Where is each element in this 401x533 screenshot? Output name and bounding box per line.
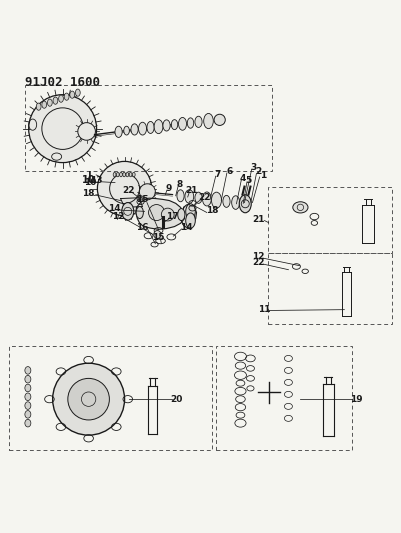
Text: 6: 6 [226,167,233,176]
Text: 18: 18 [206,206,219,215]
Text: 22: 22 [122,186,135,195]
Text: 4: 4 [239,174,246,183]
Ellipse shape [177,190,184,202]
Ellipse shape [163,120,170,131]
Ellipse shape [25,375,31,383]
Ellipse shape [25,367,31,374]
Ellipse shape [185,190,194,204]
Ellipse shape [25,410,31,418]
Text: 14: 14 [108,204,121,213]
Circle shape [97,161,152,216]
Ellipse shape [42,101,47,108]
Text: 20: 20 [170,394,183,403]
Polygon shape [121,198,143,207]
Ellipse shape [123,172,126,177]
Ellipse shape [223,196,230,207]
Ellipse shape [126,172,129,177]
Ellipse shape [25,419,31,427]
Ellipse shape [154,119,163,134]
Ellipse shape [64,93,69,100]
Text: 9: 9 [165,184,172,193]
Ellipse shape [187,118,194,128]
Text: 15: 15 [136,195,149,204]
Ellipse shape [211,192,221,208]
Ellipse shape [239,195,251,213]
Ellipse shape [47,99,52,106]
Circle shape [214,114,225,125]
Ellipse shape [136,207,143,219]
Circle shape [53,363,125,435]
Text: 16: 16 [136,223,149,232]
Ellipse shape [195,116,202,127]
Ellipse shape [116,172,119,177]
Polygon shape [181,204,196,228]
Ellipse shape [139,122,146,135]
Text: 14: 14 [180,223,193,232]
Text: 3: 3 [250,163,256,172]
Circle shape [68,378,109,420]
Text: 13: 13 [90,176,103,185]
Circle shape [42,108,83,149]
Ellipse shape [131,124,138,135]
Ellipse shape [59,95,63,102]
Ellipse shape [115,126,122,138]
Ellipse shape [25,384,31,392]
Ellipse shape [178,208,185,221]
Ellipse shape [178,117,186,130]
Polygon shape [136,198,184,229]
Ellipse shape [75,89,80,96]
Text: 10: 10 [82,175,95,185]
Circle shape [148,205,164,221]
Text: 7: 7 [215,170,221,179]
Ellipse shape [113,172,116,177]
Ellipse shape [53,97,58,104]
Ellipse shape [204,114,213,128]
Ellipse shape [154,231,161,239]
Ellipse shape [119,172,122,177]
Circle shape [140,184,155,200]
Ellipse shape [186,204,195,219]
Text: 21: 21 [252,215,265,224]
Text: 11: 11 [258,305,271,314]
Ellipse shape [132,172,135,177]
Text: 10: 10 [84,178,96,187]
Circle shape [78,123,95,140]
Ellipse shape [232,196,240,209]
Ellipse shape [195,192,202,204]
Text: 5: 5 [245,176,251,185]
Text: 21: 21 [185,186,198,195]
Text: 1: 1 [261,171,267,180]
Ellipse shape [147,122,154,133]
Text: 22: 22 [252,258,265,267]
Text: 91J02 1600: 91J02 1600 [25,76,100,90]
Text: 15: 15 [152,233,165,242]
Ellipse shape [129,172,132,177]
Ellipse shape [36,103,41,110]
Ellipse shape [70,91,75,98]
Text: 22: 22 [198,193,211,202]
Text: 12: 12 [252,252,265,261]
Ellipse shape [25,402,31,409]
Ellipse shape [203,192,211,206]
Text: 2: 2 [255,167,261,176]
Text: 8: 8 [176,180,183,189]
Text: 17: 17 [166,212,179,221]
Ellipse shape [293,202,308,213]
Ellipse shape [124,126,130,135]
Ellipse shape [171,119,178,130]
Ellipse shape [25,393,31,401]
Text: 19: 19 [350,394,363,403]
Text: 12: 12 [112,212,125,221]
Text: 18: 18 [82,189,95,198]
Circle shape [161,208,174,221]
Ellipse shape [122,203,134,220]
Ellipse shape [186,213,195,228]
Circle shape [28,95,97,163]
